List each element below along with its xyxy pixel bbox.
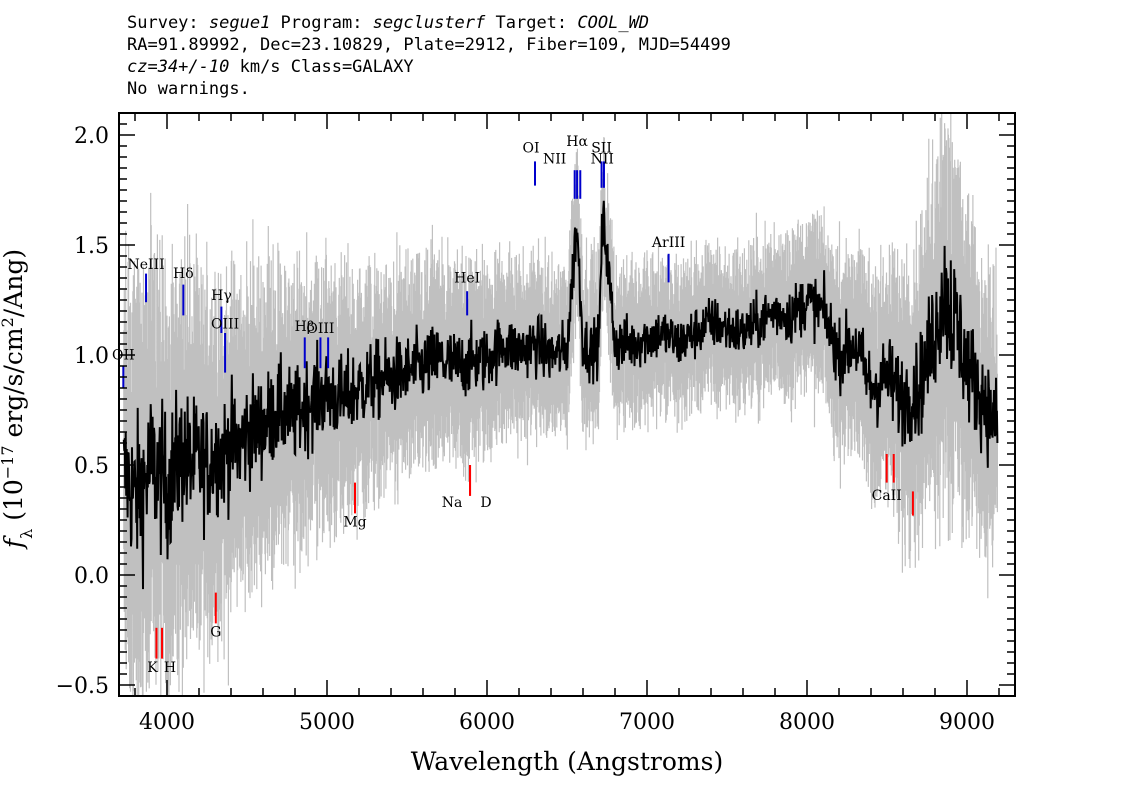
emission-line-label: NII [591,152,614,168]
target-value: COOL_WD [577,13,650,33]
x-tick-label: 6000 [459,710,515,735]
flux-line [122,200,999,590]
y-tick-label: 1.5 [74,234,109,259]
absorption-line-label: Na [442,495,463,511]
absorption-line-label: Mg [343,515,366,531]
x-tick-label: 5000 [299,710,355,735]
y-axis-label-part: 2 [0,317,17,327]
y-axis-label-part: erg/s/cm [0,327,28,445]
class-info: km/s Class=GALAXY [229,57,414,77]
y-tick-label: 0.5 [74,454,109,479]
flux-series [122,200,999,590]
x-tick-label: 4000 [139,710,195,735]
survey-value: segue1 [208,13,271,33]
emission-line-label: OIII [306,321,334,337]
absorption-line-label: K [147,660,158,676]
emission-line-label: Hβ [295,319,315,335]
emission-line-label: Hα [566,134,588,150]
x-axis-label: Wavelength (Angstroms) [411,747,723,776]
x-tick-label: 7000 [619,710,675,735]
y-tick-label: 1.0 [74,344,109,369]
absorption-line-label: CaII [872,488,902,504]
header-line-survey: Survey: segue1 Program: segclusterf Targ… [127,12,731,34]
survey-label: Survey: [127,13,209,33]
emission-line-label: ArIII [651,235,685,251]
header-line-warnings: No warnings. [127,79,250,99]
spectrum-header: Survey: segue1 Program: segclusterf Targ… [127,12,731,100]
y-axis-label: fλ (10−17 erg/s/cm2/Ang) [0,249,36,550]
x-tick-label: 9000 [939,710,995,735]
y-tick-label: −0.5 [56,674,109,699]
emission-line-label: Hδ [173,266,194,282]
absorption-line-label: D [480,495,491,511]
x-tick-label: 8000 [779,710,835,735]
program-value: segclusterf [372,13,486,33]
y-axis-label-part: (10 [0,479,28,529]
absorption-line-label: G [210,625,221,641]
y-tick-label: 0.0 [74,564,109,589]
tick-labels: 4000 5000 6000 7000 8000 9000 −0.5 0.0 0.5 1.0 1.5… [56,124,995,735]
target-label: Target: [485,13,578,33]
emission-line-label: NII [543,152,566,168]
emission-line-label: SII [591,141,612,157]
y-axis-label-part: /Ang) [0,249,28,317]
emission-line-label: NeIII [127,257,164,273]
y-axis-label-part: −17 [0,445,17,479]
y-axis-label-part: λ [17,529,36,539]
y-tick-label: 2.0 [74,124,109,149]
plot-frame [118,112,1016,697]
emission-line-label: Hγ [211,288,232,304]
header-line-coords: RA=91.89992, Dec=23.10829, Plate=2912, F… [127,35,731,55]
program-label: Program: [270,13,373,33]
emission-line-label: OI [522,141,539,157]
emission-line-label: OIII [211,317,239,333]
axis-ticks [119,112,1015,697]
y-axis-label-part: f [0,535,28,550]
redshift-value: cz=34+/-10 [127,57,230,77]
header-line-redshift: cz=34+/-10 km/s Class=GALAXY [127,56,731,78]
emission-line-label: HeI [454,270,480,286]
absorption-line-label: H [164,660,176,676]
